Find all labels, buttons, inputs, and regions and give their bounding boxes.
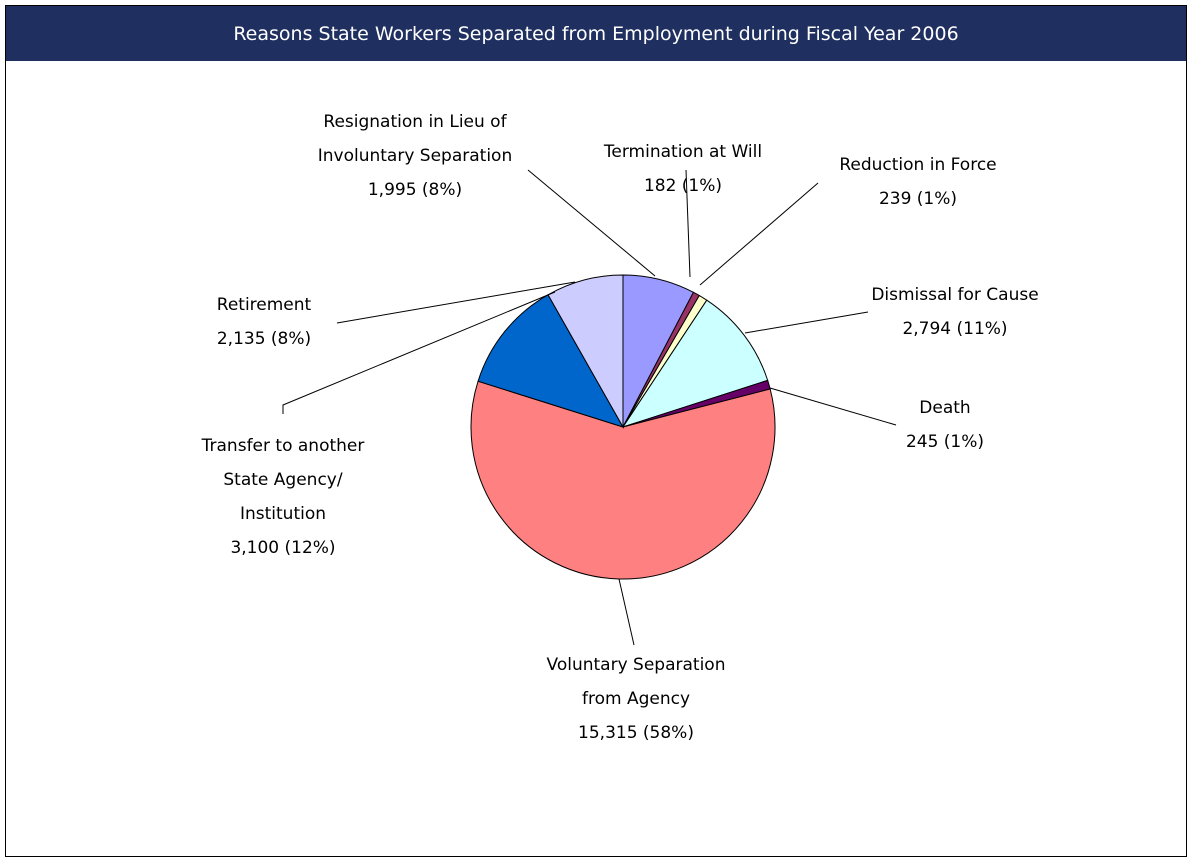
- value-label: 3,100 (12%): [230, 538, 336, 558]
- leader-line: [527, 169, 656, 277]
- leader-line: [699, 182, 819, 286]
- leader-line: [282, 291, 556, 414]
- chart-frame: Reasons State Workers Separated from Emp…: [5, 5, 1187, 857]
- leader-line: [769, 387, 897, 426]
- leader-line: [685, 169, 691, 278]
- value-label: 15,315 (58%): [578, 723, 694, 743]
- chart-title: Reasons State Workers Separated from Emp…: [6, 6, 1186, 61]
- category-label: Transfer to another State Agency/ Instit…: [201, 436, 365, 524]
- category-label: Dismissal for Cause: [871, 285, 1039, 305]
- slice-label: Resignation in Lieu of Involuntary Separ…: [300, 105, 530, 207]
- value-label: 1,995 (8%): [367, 180, 463, 200]
- category-label: Retirement: [216, 295, 312, 315]
- category-label: Resignation in Lieu of Involuntary Separ…: [317, 112, 513, 166]
- slice-label: Dismissal for Cause 2,794 (11%): [845, 278, 1065, 346]
- pie-slice: [621, 299, 769, 428]
- category-label: Termination at Will: [603, 142, 763, 162]
- slice-label: Retirement 2,135 (8%): [184, 288, 344, 356]
- slice-label: Death 245 (1%): [890, 391, 1000, 459]
- pie-slice: [477, 294, 625, 428]
- slice-label: Termination at Will 182 (1%): [573, 135, 793, 203]
- category-label: Voluntary Separation from Agency: [546, 655, 726, 709]
- leader-line: [618, 578, 635, 646]
- value-label: 245 (1%): [905, 432, 985, 452]
- leader-line: [336, 281, 576, 324]
- pie-slice: [470, 380, 776, 580]
- slice-label: Voluntary Separation from Agency 15,315 (…: [536, 648, 736, 750]
- category-label: Death: [919, 398, 971, 418]
- value-label: 182 (1%): [643, 176, 723, 196]
- value-label: 239 (1%): [878, 189, 958, 209]
- slice-label: Transfer to another State Agency/ Instit…: [193, 429, 373, 565]
- value-label: 2,794 (11%): [902, 319, 1008, 339]
- leader-line: [744, 311, 869, 334]
- value-label: 2,135 (8%): [216, 329, 312, 349]
- category-label: Reduction in Force: [839, 155, 997, 175]
- slice-label: Reduction in Force 239 (1%): [808, 148, 1028, 216]
